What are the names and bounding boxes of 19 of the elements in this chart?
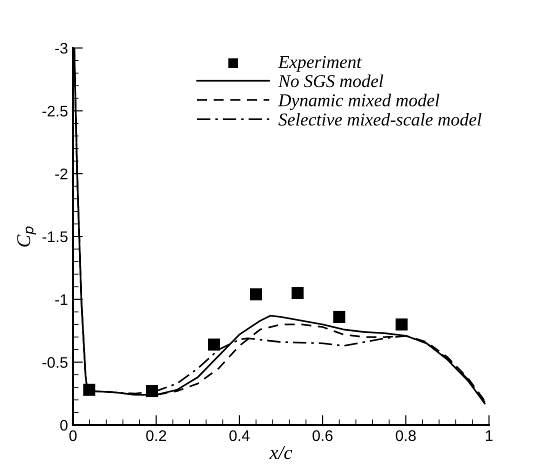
x-tick-label: 0.8 (396, 430, 416, 442)
x-tick-label: 0.2 (146, 430, 166, 442)
y-tick-label: -2.5 (42, 106, 68, 117)
legend-label: Dynamic mixed model (278, 94, 440, 110)
x-tick-label: 0.4 (229, 430, 250, 442)
y-tick-label: -2 (55, 168, 68, 180)
x-tick-label: 0.6 (312, 430, 333, 442)
x-axis-title: x/c (269, 446, 292, 460)
y-axis-title: C$_{p}$ (17, 226, 36, 247)
y-tick-label: -0.5 (42, 357, 68, 368)
legend-label: Experiment (278, 56, 362, 72)
y-tick-label: -3 (55, 42, 68, 54)
x-tick-label: 0 (69, 430, 77, 442)
y-tick-label: -1.5 (42, 232, 68, 242)
legend-label: Selective mixed-scale model (278, 112, 482, 126)
x-tick-label: 1 (486, 430, 493, 441)
y-tick-label: 0 (60, 420, 68, 431)
legend-label: No SGS model (278, 74, 384, 88)
y-tick-label: -1 (55, 294, 68, 305)
